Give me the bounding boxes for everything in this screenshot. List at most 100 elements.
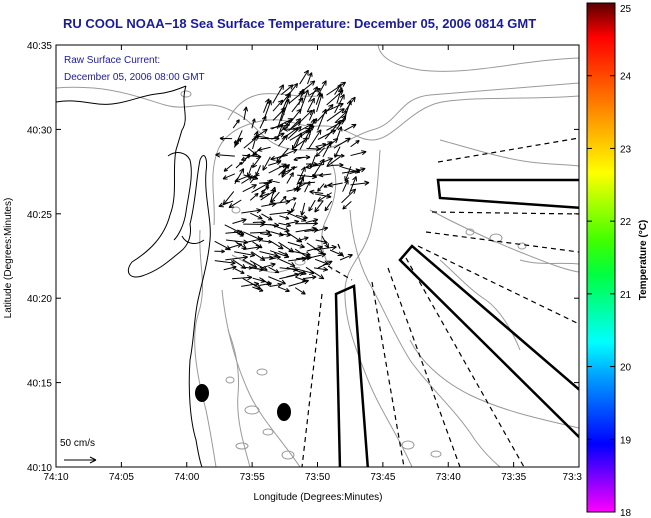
current-arrow [277,109,285,130]
current-arrow [344,123,357,132]
colorbar-tick-label: 19 [620,435,632,446]
current-arrow [263,98,270,113]
current-arrow [261,262,276,269]
contour-line [231,254,301,273]
current-arrow [317,108,327,131]
outlined-zones [334,178,579,467]
current-arrow [308,86,318,103]
current-arrow [336,87,344,104]
map-title: RU COOL NOAA−18 Sea Surface Temperature:… [63,16,536,31]
current-arrow [234,268,245,274]
x-tick-label: 73:35 [501,472,526,483]
current-arrow [269,282,282,288]
current-arrow [234,251,256,258]
transect-line [417,245,579,325]
current-arrow [260,136,280,142]
current-arrow [255,165,261,177]
x-tick-label: 74:10 [43,472,68,483]
current-arrow [349,167,366,175]
current-arrow [327,182,343,188]
x-tick-label: 73:50 [305,472,330,483]
contour-line [519,259,579,265]
current-arrow [233,137,244,144]
y-axis-label: Latitude (Degrees:Minutes) [3,198,14,319]
current-arrow [278,134,288,147]
contour-patch [244,405,260,415]
current-arrow [295,276,307,282]
current-arrow [296,236,309,242]
contour-line [439,139,579,167]
scale-arrow [64,456,97,464]
current-arrow [260,232,272,237]
current-arrow [287,125,302,140]
current-arrow [272,84,285,104]
scale-label: 50 cm/s [60,438,95,449]
current-arrow [297,180,316,186]
current-arrow [348,176,358,194]
transect-line [431,211,579,215]
current-arrow [350,150,367,157]
current-arrow [286,271,305,278]
y-tick-label: 40:10 [27,463,52,474]
contour-islands [180,90,527,460]
current-arrow [316,93,324,113]
current-arrow [279,258,296,267]
current-arrow [279,232,291,238]
current-arrow [242,184,257,193]
colorbar-tick-label: 25 [620,4,632,15]
y-tick-label: 40:15 [27,379,52,390]
contour-patch [465,228,475,236]
current-arrow [286,219,300,225]
current-arrow [252,241,263,249]
map-layer [56,45,579,467]
current-arrow [317,192,332,202]
current-arrow [277,123,284,139]
current-arrow [222,173,236,180]
current-arrow [309,189,324,195]
current-arrow [307,118,316,140]
current-arrow [252,286,264,292]
current-arrow [341,188,357,204]
x-tick-label: 73:45 [370,472,395,483]
current-arrow [241,208,262,214]
current-arrow [251,155,262,169]
current-arrow [317,260,333,269]
current-arrow [308,109,315,121]
y-axis-ticks: 40:35 40:30 40:25 40:20 40:15 40:10 [27,41,579,474]
contour-line [227,93,319,121]
buoy-marker [195,384,209,402]
current-arrow [251,118,256,129]
current-arrow [280,98,290,122]
colorbar-tick-label: 23 [620,144,632,155]
x-tick-label: 73:40 [436,472,461,483]
current-arrow [270,154,288,161]
current-arrow [252,219,266,225]
current-arrow [326,156,341,167]
transect-line [405,257,525,467]
current-arrow [317,129,337,140]
current-arrow [223,164,233,172]
current-arrow [342,201,352,210]
contour-patch [430,450,442,458]
current-arrow [305,266,325,280]
current-arrow [298,123,313,132]
current-arrow [268,199,291,205]
contour-line [56,82,579,151]
current-arrow [315,142,327,148]
current-arrow [250,266,264,272]
colorbar-tick-label: 20 [620,363,632,374]
current-arrow [255,134,269,139]
contour-patch [225,376,235,384]
contour-line [409,339,579,429]
current-arrow [299,89,309,113]
contour-patch [517,242,527,250]
current-arrow [257,146,271,152]
contour-patch [401,440,415,450]
colorbar-tick-label: 22 [620,217,632,228]
current-arrow [291,138,299,150]
current-arrow [270,191,280,203]
x-tick-label: 74:00 [174,472,199,483]
current-arrow [270,240,284,250]
current-arrow [294,132,303,149]
current-arrow [283,126,298,132]
